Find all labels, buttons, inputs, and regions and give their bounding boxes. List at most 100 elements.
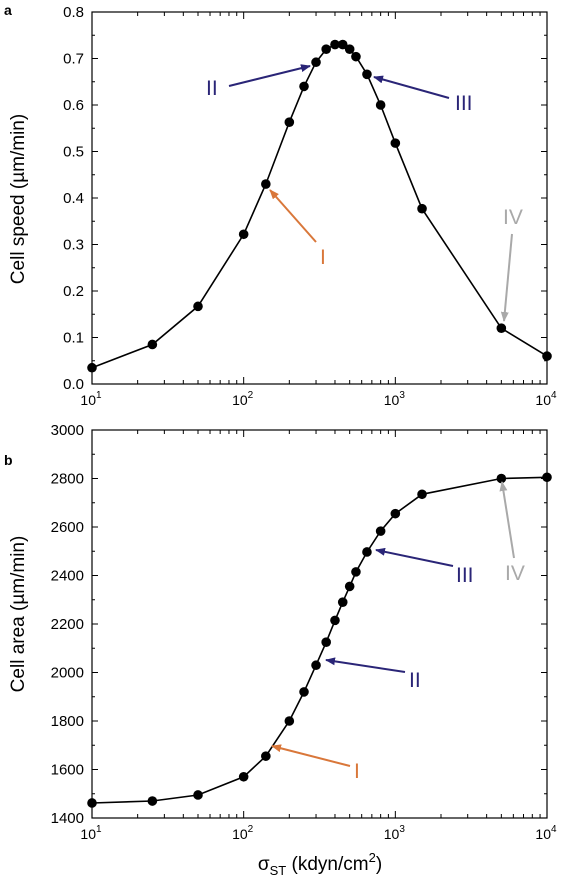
data-point — [238, 771, 249, 782]
x-tick-label: 103 — [384, 824, 406, 842]
data-point — [321, 44, 331, 54]
data-point — [147, 796, 158, 806]
y-tick-label: 0.8 — [63, 4, 84, 21]
data-point — [261, 751, 271, 761]
data-point — [330, 39, 340, 50]
data-point — [351, 567, 361, 577]
data-point — [87, 798, 97, 808]
y-tick-label: 0.5 — [63, 144, 84, 161]
data-point — [542, 472, 552, 483]
data-point — [299, 81, 309, 92]
panel-a-annotation-iv: IV — [500, 206, 523, 322]
panel-b-arrow-iv — [499, 481, 515, 559]
data-point — [390, 138, 401, 148]
panel-a-y-axis: 0.0 0.1 0.2 0.3 0.4 0.5 0.6 0.7 0.8 — [63, 4, 547, 393]
data-point — [351, 51, 361, 62]
data-point — [284, 716, 295, 726]
panel-a-annotation-i-label: I — [320, 246, 326, 269]
panel-b-ylabel: Cell area (µm/min) — [8, 536, 29, 693]
y-tick-label: 2600 — [51, 519, 84, 536]
series-line — [91, 43, 548, 369]
panel-b-annotation-iii: III — [375, 547, 474, 587]
series-line — [91, 476, 548, 804]
panel-b-annotation-iv-label: IV — [505, 562, 525, 585]
data-point — [238, 229, 249, 240]
data-point — [496, 473, 507, 484]
panel-a-arrow-iv — [500, 233, 513, 322]
panel-b-frame — [91, 429, 548, 819]
x-axis-label-unit: (kdyn/cm — [286, 854, 368, 875]
panel-b-annotation-i: I — [271, 744, 360, 783]
y-tick-label: 0.3 — [63, 237, 84, 254]
x-tick-label: 101 — [80, 824, 102, 842]
y-tick-label: 0.1 — [63, 330, 84, 347]
data-point — [284, 117, 295, 128]
x-tick-label: 103 — [384, 390, 406, 408]
panel-a-x-axis: 101 102 103 104 — [80, 12, 557, 408]
panel-b-y-axis: 1400 1600 1800 2000 2200 2400 2600 2800 3000 — [51, 422, 547, 827]
y-tick-label: 1600 — [51, 762, 84, 779]
data-point — [362, 69, 372, 80]
panel-b-annotation-iv: IV — [499, 481, 525, 585]
y-tick-label: 0.4 — [63, 190, 84, 207]
data-point — [362, 547, 372, 557]
panel-b-arrow-ii — [325, 657, 406, 673]
data-point — [417, 489, 427, 500]
data-point — [299, 687, 309, 697]
x-axis-label: σST (kdyn/cm2) — [258, 850, 382, 878]
data-point — [330, 615, 340, 626]
panel-b-annotation-iii-label: III — [456, 564, 474, 587]
data-point — [496, 323, 507, 334]
y-tick-label: 3000 — [51, 422, 84, 439]
data-point — [311, 660, 321, 671]
panel-a-plot-area — [87, 39, 552, 373]
panel-a-frame — [91, 11, 548, 385]
panel-b-label: b — [4, 452, 13, 468]
panel-a-label: a — [4, 2, 12, 18]
x-tick-label: 102 — [232, 390, 254, 408]
data-point — [193, 301, 203, 312]
data-point — [375, 100, 386, 110]
panel-a-annotation-iv-label: IV — [503, 206, 523, 229]
y-tick-label: 2200 — [51, 616, 84, 633]
data-point — [337, 39, 348, 50]
x-axis-label-sigma: σ — [258, 854, 270, 875]
y-tick-label: 1800 — [51, 713, 84, 730]
panel-a: a Cell speed (µm/min) 0.0 0.1 0.2 0.3 0.4 0.5… — [4, 2, 557, 408]
y-tick-label: 0.7 — [63, 51, 84, 68]
panel-a-annotation-iii: III — [373, 75, 473, 115]
data-point — [311, 57, 321, 68]
data-point — [344, 581, 355, 592]
data-point — [542, 351, 552, 361]
panel-a-ylabel: Cell speed (µm/min) — [8, 114, 29, 284]
panel-a-annotation-ii-label: II — [206, 77, 218, 100]
data-point — [261, 179, 271, 189]
data-point — [193, 790, 203, 800]
x-tick-label: 102 — [232, 824, 254, 842]
x-tick-label: 104 — [535, 390, 557, 408]
y-tick-label: 0.0 — [63, 376, 84, 393]
y-tick-label: 1400 — [51, 810, 84, 827]
panel-b-annotation-ii: II — [325, 657, 421, 692]
data-point — [337, 597, 348, 607]
y-tick-label: 2800 — [51, 471, 84, 488]
panel-a-annotation-ii: II — [206, 64, 311, 100]
panel-b-annotation-ii-label: II — [409, 669, 421, 692]
y-tick-label: 0.2 — [63, 283, 84, 300]
panel-b-arrow-i — [271, 744, 351, 767]
panel-b-arrow-iii — [375, 547, 454, 567]
panel-a-arrow-ii — [228, 64, 311, 87]
y-tick-label: 2400 — [51, 568, 84, 585]
x-axis-label-superscript: 2 — [369, 850, 376, 865]
data-point — [147, 339, 158, 350]
data-point — [321, 637, 331, 647]
panel-b-annotation-i-label: I — [354, 760, 360, 783]
y-tick-label: 0.6 — [63, 97, 84, 114]
data-point — [344, 44, 355, 54]
panel-a-annotation-iii-label: III — [455, 92, 473, 115]
data-point — [87, 362, 97, 373]
panel-a-annotation-i: I — [269, 189, 326, 269]
panel-a-arrow-iii — [373, 75, 450, 99]
panel-b-plot-area — [87, 472, 552, 808]
